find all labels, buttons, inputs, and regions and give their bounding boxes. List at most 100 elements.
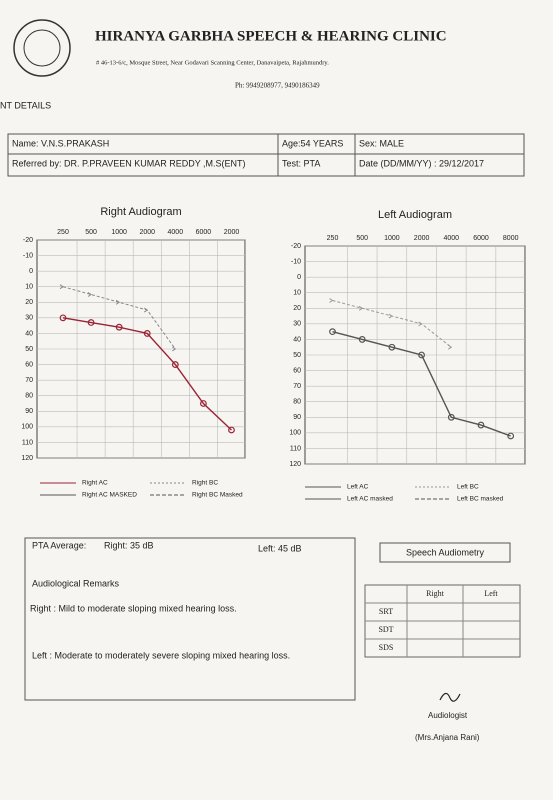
x-tick-label: 250	[327, 235, 339, 242]
ac-marker	[477, 421, 485, 429]
y-tick-label: -10	[291, 258, 301, 265]
chart-title: Left Audiogram	[378, 209, 452, 221]
ac-marker	[447, 413, 455, 421]
column-header: Right	[426, 589, 445, 598]
legend-label: Right BC	[192, 480, 218, 487]
remarks-box	[24, 537, 356, 701]
series-line	[62, 317, 232, 431]
pta-right: Right: 35 dB	[104, 540, 154, 550]
y-tick-label: 120	[289, 461, 301, 468]
ac-marker	[143, 330, 151, 337]
y-tick-label: 80	[293, 399, 301, 406]
y-tick-label: 50	[25, 346, 33, 353]
y-tick-label: 90	[293, 414, 301, 421]
x-tick-label: 8000	[503, 235, 519, 242]
x-tick-label: 500	[85, 229, 97, 236]
ac-marker	[358, 336, 366, 343]
ac-marker	[418, 351, 426, 359]
signature-role: Audiologist	[428, 711, 468, 720]
patient-table	[7, 133, 525, 177]
y-tick-label: 10	[293, 290, 301, 297]
bc-marker	[87, 292, 92, 297]
patient-name: Name: V.N.S.PRAKASH	[12, 138, 109, 148]
x-tick-label: 500	[356, 235, 368, 242]
y-tick-label: 40	[25, 330, 33, 337]
row-header: SDS	[379, 643, 394, 652]
signature-scribble	[439, 692, 461, 702]
y-tick-label: 20	[25, 299, 33, 306]
y-tick-label: 0	[29, 268, 33, 275]
bc-marker	[388, 313, 393, 319]
y-tick-label: 0	[297, 274, 301, 281]
y-tick-label: 100	[21, 424, 33, 431]
row-header: SRT	[379, 607, 393, 616]
section-title: ENT DETAILS	[0, 100, 51, 110]
patient-sex: Sex: MALE	[359, 138, 404, 148]
pta-left: Left: 45 dB	[258, 543, 302, 553]
x-tick-label: 1000	[384, 235, 400, 242]
clinic-phone: Ph: 9949208977, 9490186349	[235, 82, 320, 90]
logo-inner	[23, 29, 61, 67]
y-tick-label: -20	[291, 243, 301, 250]
date: Date (DD/MM/YY) : 29/12/2017	[359, 158, 484, 168]
x-tick-label: 2000	[139, 229, 155, 236]
bc-marker	[448, 344, 453, 350]
y-tick-label: 50	[293, 352, 301, 359]
row-header: SDT	[378, 625, 393, 634]
bc-marker	[143, 307, 149, 313]
bc-marker	[59, 284, 64, 290]
y-tick-label: 20	[293, 305, 301, 312]
y-tick-label: 70	[293, 383, 301, 390]
y-tick-label: 110	[22, 439, 33, 446]
speech-audiometry-table: Right Left SRT SDT SDS	[364, 584, 521, 658]
ac-marker	[59, 314, 67, 322]
ac-marker	[329, 328, 336, 336]
x-tick-label: 6000	[196, 229, 212, 236]
x-tick-label: 4000	[168, 229, 184, 236]
test: Test: PTA	[282, 158, 320, 168]
y-tick-label: 40	[293, 336, 301, 343]
speech-audiometry-title: Speech Audiometry	[406, 547, 485, 557]
legend-label: Left AC	[347, 484, 369, 491]
signature-name: (Mrs.Anjana Rani)	[415, 733, 480, 742]
chart-title: Right Audiogram	[100, 206, 181, 218]
ac-marker	[228, 426, 235, 434]
logo	[13, 19, 71, 77]
x-tick-label: 1000	[111, 229, 127, 236]
bc-marker	[418, 321, 423, 327]
ac-marker	[199, 400, 207, 407]
x-tick-label: 4000	[444, 235, 460, 242]
clinic-title: HIRANYA GARBHA SPEECH & HEARING CLINIC	[95, 28, 447, 44]
bc-marker	[358, 305, 364, 311]
y-tick-label: 30	[25, 315, 33, 322]
column-header: Left	[484, 589, 498, 598]
pta-label: PTA Average:	[32, 540, 86, 550]
referred-by: Referred by: DR. P.PRAVEEN KUMAR REDDY ,…	[12, 158, 246, 168]
legend-label: Left AC masked	[347, 496, 393, 503]
bc-marker	[329, 298, 334, 303]
y-tick-label: 80	[25, 393, 33, 400]
clinic-address: # 46-13-6/c, Mosque Street, Near Godavar…	[96, 59, 329, 66]
legend-label: Right BC Masked	[192, 492, 243, 499]
y-tick-label: -10	[23, 252, 33, 259]
y-tick-label: 100	[289, 430, 301, 437]
speech-audiometry-box	[379, 542, 511, 563]
remarks-right: Right : Mild to moderate sloping mixed h…	[30, 603, 237, 613]
y-tick-label: 60	[293, 367, 301, 374]
legend-label: Right AC	[82, 480, 108, 487]
charts: Right Audiogram -20 -10 0 10 20 30 40 50 60 70 80 90…	[21, 206, 526, 503]
bc-marker	[115, 299, 121, 305]
x-tick-label: 250	[57, 229, 69, 236]
y-tick-label: 60	[25, 361, 33, 368]
ac-marker	[87, 319, 95, 326]
y-tick-label: 110	[290, 445, 301, 452]
y-tick-label: 30	[293, 321, 301, 328]
ac-marker	[388, 343, 396, 351]
bc-marker	[172, 346, 177, 352]
y-tick-label: -20	[23, 237, 33, 244]
legend-label: Left BC	[457, 484, 479, 491]
x-tick-label: 2000	[224, 229, 240, 236]
